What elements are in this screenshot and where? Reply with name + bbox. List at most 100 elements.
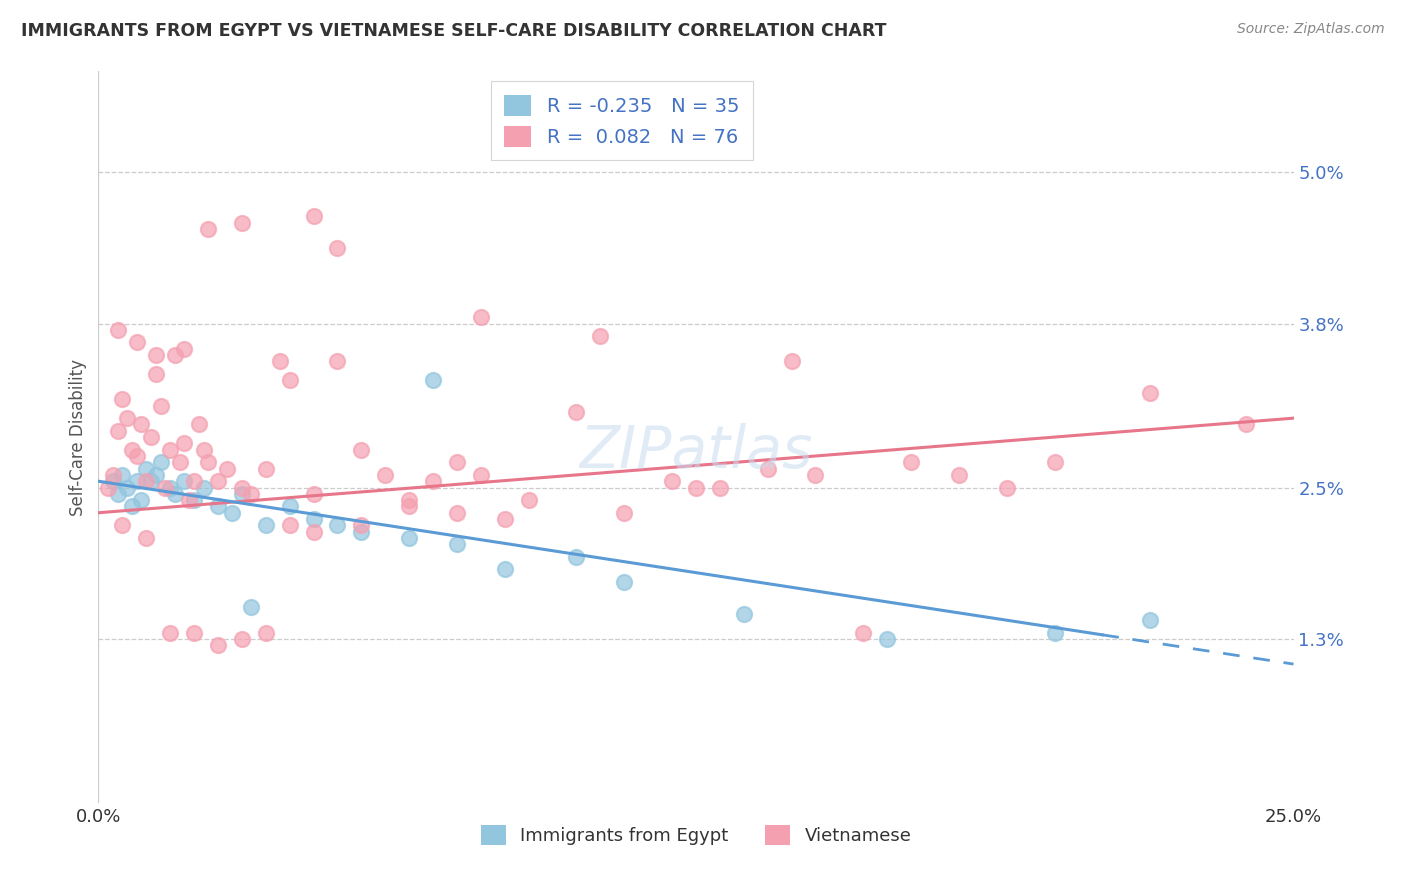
Point (422, 474, 444, 488)
Point (183, 625, 205, 640)
Point (278, 373, 301, 387)
Point (125, 335, 148, 350)
Point (398, 531, 420, 545)
Point (101, 467, 124, 482)
Point (756, 461, 779, 475)
Point (163, 487, 186, 501)
Point (613, 575, 636, 590)
Point (107, 487, 129, 501)
Point (173, 342, 195, 356)
Point (804, 467, 827, 482)
Point (350, 524, 373, 539)
Point (1139, 386, 1161, 401)
Point (107, 424, 129, 438)
Point (145, 367, 167, 381)
Point (494, 512, 516, 526)
Point (733, 607, 755, 621)
Point (254, 625, 277, 640)
Point (326, 518, 349, 533)
Point (1043, 455, 1066, 469)
Point (302, 487, 325, 501)
Point (302, 210, 325, 224)
Point (613, 506, 636, 520)
Point (115, 411, 138, 425)
Point (197, 455, 219, 469)
Point (326, 241, 349, 255)
Point (302, 524, 325, 539)
Point (709, 481, 731, 495)
Point (470, 310, 492, 325)
Point (876, 632, 898, 646)
Point (685, 481, 707, 495)
Point (115, 481, 138, 495)
Point (254, 461, 277, 475)
Point (121, 442, 143, 457)
Point (179, 493, 201, 508)
Point (240, 487, 263, 501)
Point (231, 632, 253, 646)
Point (173, 474, 195, 488)
Point (183, 474, 205, 488)
Text: IMMIGRANTS FROM EGYPT VS VIETNAMESE SELF-CARE DISABILITY CORRELATION CHART: IMMIGRANTS FROM EGYPT VS VIETNAMESE SELF… (21, 22, 887, 40)
Point (231, 481, 253, 495)
Point (97, 481, 120, 495)
Text: ZIPatlas: ZIPatlas (579, 423, 813, 480)
Y-axis label: Self-Care Disability: Self-Care Disability (69, 359, 87, 516)
Point (135, 531, 157, 545)
Point (852, 625, 875, 640)
Point (1043, 625, 1066, 640)
Point (1139, 613, 1161, 627)
Point (900, 455, 922, 469)
Point (111, 467, 134, 482)
Point (278, 500, 301, 514)
Point (193, 442, 215, 457)
Point (422, 373, 444, 387)
Point (1234, 417, 1257, 432)
Point (589, 329, 612, 343)
Point (326, 354, 349, 368)
Point (173, 436, 195, 450)
Point (159, 481, 181, 495)
Point (135, 461, 157, 475)
Point (446, 506, 468, 520)
Point (111, 518, 134, 533)
Point (374, 467, 396, 482)
Point (107, 323, 129, 337)
Point (149, 455, 172, 469)
Point (240, 600, 263, 615)
Point (398, 493, 420, 508)
Point (139, 430, 162, 444)
Point (131, 417, 153, 432)
Point (470, 467, 492, 482)
Point (207, 638, 229, 652)
Point (446, 537, 468, 551)
Point (494, 562, 516, 576)
Point (155, 481, 177, 495)
Point (135, 474, 157, 488)
Point (221, 506, 243, 520)
Point (169, 455, 191, 469)
Point (350, 442, 373, 457)
Point (350, 518, 373, 533)
Point (187, 417, 209, 432)
Point (145, 467, 167, 482)
Point (197, 222, 219, 236)
Point (780, 354, 803, 368)
Point (398, 500, 420, 514)
Point (217, 461, 239, 475)
Point (139, 474, 162, 488)
Point (183, 493, 205, 508)
Point (269, 354, 291, 368)
Point (565, 549, 588, 564)
Text: Source: ZipAtlas.com: Source: ZipAtlas.com (1237, 22, 1385, 37)
Point (302, 512, 325, 526)
Point (446, 455, 468, 469)
Point (661, 474, 683, 488)
Point (517, 493, 540, 508)
Point (121, 500, 143, 514)
Point (278, 518, 301, 533)
Point (948, 467, 970, 482)
Legend: Immigrants from Egypt, Vietnamese: Immigrants from Egypt, Vietnamese (474, 818, 918, 852)
Point (207, 474, 229, 488)
Point (231, 487, 253, 501)
